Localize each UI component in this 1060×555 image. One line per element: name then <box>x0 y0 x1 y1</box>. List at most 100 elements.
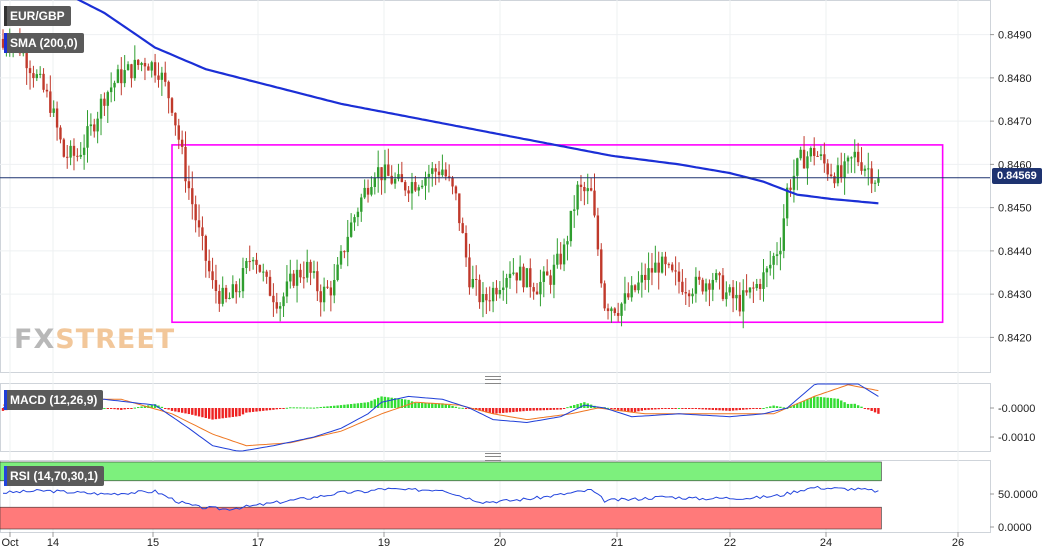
rsi-oversold-zone <box>0 506 882 530</box>
candle-up <box>285 281 289 297</box>
macd-bar-up <box>404 399 407 408</box>
candle-down <box>387 164 390 176</box>
macd-bar-down <box>207 408 211 419</box>
candle-up <box>660 256 664 273</box>
pane-resize-handle-macd[interactable] <box>485 376 501 384</box>
candle-down <box>214 280 218 292</box>
candle-down <box>721 275 725 300</box>
price-tick-label: 0.8480 <box>998 73 1032 85</box>
candle-up <box>35 74 38 79</box>
macd-bar-down <box>721 408 725 411</box>
macd-bar-down <box>245 408 248 413</box>
candle-up <box>339 251 343 265</box>
candle-up <box>231 284 235 298</box>
macd-bar-up <box>461 407 464 409</box>
candle-down <box>326 286 329 288</box>
macd-bar-down <box>545 408 549 411</box>
candle-down <box>275 302 278 309</box>
candle-up <box>704 283 708 292</box>
macd-bar-down <box>671 408 674 409</box>
candle-down <box>870 168 873 184</box>
macd-bar-down <box>1 408 5 411</box>
candle-down <box>616 313 620 316</box>
macd-bar-down <box>731 408 735 411</box>
candle-down <box>816 155 819 157</box>
macd-bar-up <box>306 407 309 409</box>
macd-bar-up <box>390 397 393 408</box>
candle-up <box>150 62 153 71</box>
macd-bar-down <box>485 408 488 413</box>
candle-down <box>211 271 214 281</box>
pane-resize-handle-rsi[interactable] <box>485 453 501 461</box>
candle-down <box>235 284 238 293</box>
candle-up <box>241 268 245 292</box>
macd-bar-up <box>140 406 143 408</box>
macd-bar-down <box>549 408 552 410</box>
candle-down <box>464 233 468 258</box>
macd-bar-up <box>360 402 363 408</box>
candle-down <box>579 184 583 188</box>
macd-bar-down <box>701 408 704 410</box>
candle-down <box>596 215 600 250</box>
candle-up <box>623 293 627 304</box>
candle-up <box>711 279 714 290</box>
macd-bar-up <box>376 397 380 408</box>
macd-bar-up <box>853 403 856 408</box>
macd-bar-up <box>769 406 772 408</box>
macd-bar-down <box>718 408 721 411</box>
candle-down <box>153 62 157 76</box>
candle-down <box>1 38 5 48</box>
candle-down <box>535 291 539 295</box>
candle-up <box>228 297 231 299</box>
candle-up <box>809 148 813 157</box>
time-tick-label: 14 <box>47 537 59 549</box>
candle-up <box>775 254 779 256</box>
symbol-label: EUR/GBP <box>4 6 71 26</box>
price-tick-label: 0.8470 <box>998 116 1032 128</box>
candle-down <box>434 168 437 172</box>
macd-bar-down <box>116 408 120 410</box>
macd-bar-up <box>160 406 164 408</box>
candle-down <box>600 249 603 284</box>
macd-bar-down <box>167 408 170 410</box>
macd-bar-down <box>201 408 204 418</box>
candle-up <box>556 253 559 265</box>
time-tick-label: 19 <box>378 537 390 549</box>
time-tick-label: 21 <box>611 537 623 549</box>
macd-bar-down <box>224 408 228 418</box>
macd-bar-up <box>363 402 366 408</box>
macd-bar-up <box>806 399 809 408</box>
candle-down <box>475 278 478 280</box>
macd-bar-up <box>451 405 454 408</box>
candle-up <box>238 291 241 293</box>
candle-down <box>404 182 407 191</box>
candle-up <box>525 268 529 288</box>
macd-bar-down <box>738 408 742 411</box>
candle-up <box>322 286 326 303</box>
macd-bar-up <box>772 405 775 408</box>
macd-bar-up <box>856 405 860 408</box>
rsi-overbought-zone <box>0 461 882 482</box>
macd-bar-up <box>840 400 843 408</box>
macd-bar-up <box>417 402 420 408</box>
candle-down <box>593 190 596 216</box>
candle-up <box>262 271 265 273</box>
macd-bar-down <box>613 408 616 410</box>
candle-down <box>657 262 660 273</box>
macd-bar-down <box>204 408 207 419</box>
candle-down <box>184 146 187 182</box>
macd-bar-up <box>441 403 444 408</box>
candle-up <box>69 145 72 158</box>
candle-down <box>120 69 123 84</box>
macd-bar-up <box>677 408 681 409</box>
candle-up <box>799 149 802 159</box>
macd-bar-down <box>262 408 265 411</box>
macd-bar-down <box>258 408 262 412</box>
macd-bar-down <box>170 408 174 411</box>
candle-up <box>843 161 846 178</box>
candle-down <box>532 287 535 292</box>
macd-bar-down <box>559 408 562 410</box>
macd-bar-down <box>197 408 201 417</box>
candle-down <box>823 154 826 164</box>
macd-bar-down <box>758 408 762 409</box>
